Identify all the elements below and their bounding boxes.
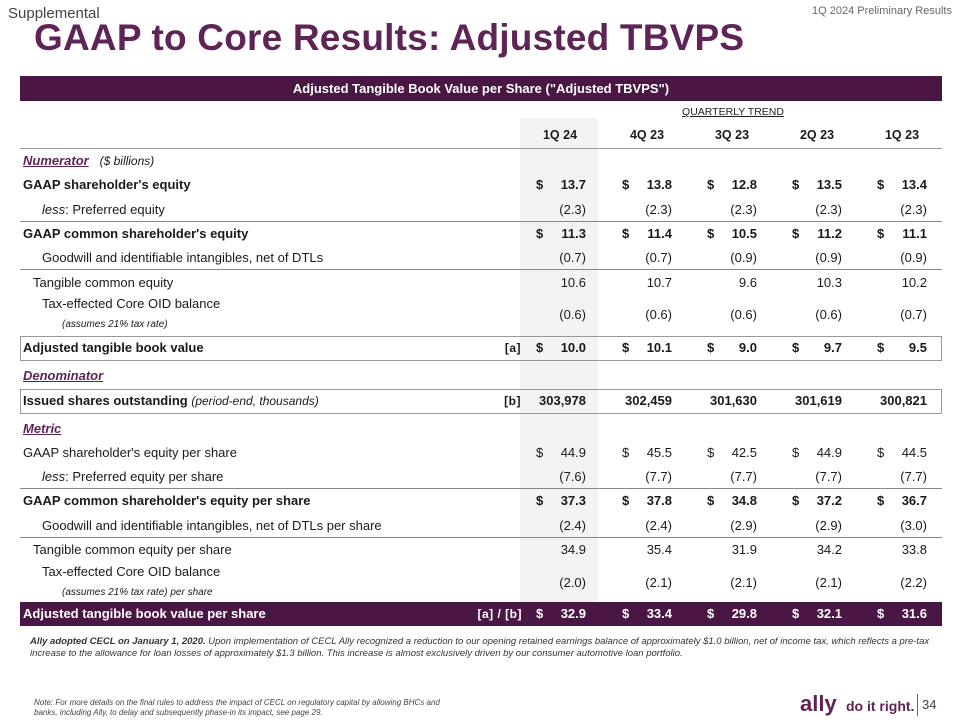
column-header: 3Q 23 [714,128,750,142]
current-quarter-shading [520,118,598,626]
column-header: 2Q 23 [799,128,835,142]
subtotal-rule [20,488,942,489]
total-row: Adjusted tangible book value per share [… [20,602,942,626]
cecl-footnote: Ally adopted CECL on January 1, 2020. Up… [30,636,930,659]
subtotal-rule [20,269,942,270]
ally-logo: ally [800,691,837,716]
regulatory-note: Note: For more details on the final rule… [34,698,440,717]
header-rule [20,148,942,149]
table-banner: Adjusted Tangible Book Value per Share (… [20,76,942,101]
column-header: 1Q 23 [884,128,920,142]
column-header: 1Q 24 [542,128,578,142]
quarterly-trend-label: QUARTERLY TREND [682,106,784,118]
footer-divider [917,694,918,716]
subtotal-rule [20,537,942,538]
page-title: GAAP to Core Results: Adjusted TBVPS [34,17,745,58]
column-header: 4Q 23 [629,128,665,142]
table-row: Tax-effected Core OID balance (assumes 2… [42,296,927,330]
table-row-highlight: Adjusted tangible book value [a] $10.0 $… [20,336,942,361]
table-row: Tax-effected Core OID balance (assumes 2… [42,564,927,598]
subtotal-rule [20,221,942,222]
supplemental-label: Supplemental [8,5,100,22]
page-number: 34 [922,697,937,712]
table-row-highlight: Issued shares outstanding (period-end, t… [20,389,942,414]
ally-tagline: do it right. [846,698,915,714]
period-label: 1Q 2024 Preliminary Results [811,5,952,17]
